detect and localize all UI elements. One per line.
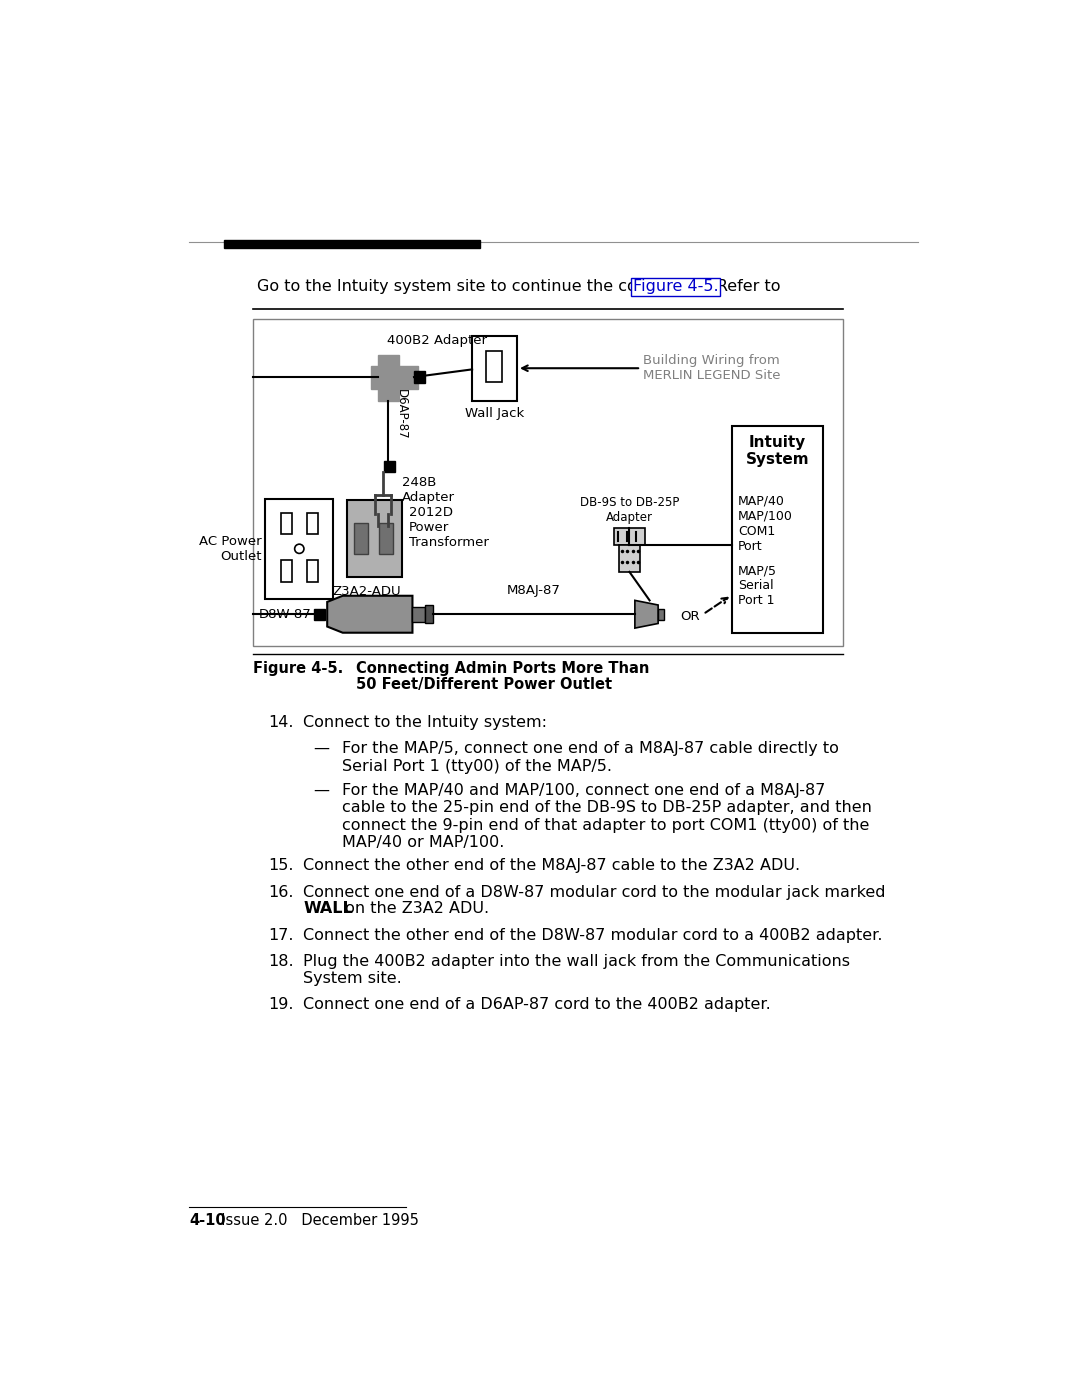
Text: OR: OR	[679, 610, 700, 623]
Bar	[354, 524, 368, 555]
Bar	[732, 426, 823, 633]
Text: Connect the other end of the D8W-87 modular cord to a 400B2 adapter.: Connect the other end of the D8W-87 modu…	[303, 928, 882, 943]
Polygon shape	[327, 595, 413, 633]
Bar	[281, 513, 292, 534]
Bar	[253, 319, 843, 645]
Text: 50 Feet/Different Power Outlet: 50 Feet/Different Power Outlet	[356, 676, 612, 692]
Bar	[613, 528, 645, 545]
Text: Connect to the Intuity system:: Connect to the Intuity system:	[303, 715, 548, 731]
Bar	[619, 545, 640, 571]
Text: 2012D
Power
Transformer: 2012D Power Transformer	[408, 507, 488, 549]
Text: Plug the 400B2 adapter into the wall jack from the Communications
System site.: Plug the 400B2 adapter into the wall jac…	[303, 954, 850, 986]
Bar	[266, 499, 334, 599]
Text: —: —	[313, 782, 329, 798]
Bar	[372, 366, 418, 390]
Text: Building Wiring from
MERLIN LEGEND Site: Building Wiring from MERLIN LEGEND Site	[644, 355, 781, 383]
Text: Connect one end of a D8W-87 modular cord to the modular jack marked: Connect one end of a D8W-87 modular cord…	[303, 884, 886, 900]
Bar	[281, 560, 292, 583]
Text: 16.: 16.	[268, 884, 294, 900]
Text: Connect one end of a D6AP-87 cord to the 400B2 adapter.: Connect one end of a D6AP-87 cord to the…	[303, 997, 771, 1011]
Bar	[307, 513, 318, 534]
Polygon shape	[635, 601, 658, 629]
Text: 4-10: 4-10	[189, 1214, 226, 1228]
Text: For the MAP/40 and MAP/100, connect one end of a M8AJ-87
cable to the 25-pin end: For the MAP/40 and MAP/100, connect one …	[342, 782, 872, 849]
Text: Go to the Intuity system site to continue the connection. Refer to: Go to the Intuity system site to continu…	[257, 279, 786, 295]
Text: Intuity
System: Intuity System	[745, 434, 809, 467]
Text: AC Power
Outlet: AC Power Outlet	[199, 535, 261, 563]
Text: MAP/5
Serial
Port 1: MAP/5 Serial Port 1	[738, 564, 777, 608]
Bar	[424, 605, 433, 623]
Bar	[414, 372, 424, 383]
Circle shape	[295, 545, 303, 553]
Bar	[413, 606, 424, 622]
Text: For the MAP/5, connect one end of a M8AJ-87 cable directly to
Serial Port 1 (tty: For the MAP/5, connect one end of a M8AJ…	[342, 742, 839, 774]
Text: Connecting Admin Ports More Than: Connecting Admin Ports More Than	[356, 661, 649, 676]
Text: Figure 4-5.: Figure 4-5.	[253, 661, 343, 676]
Text: 17.: 17.	[268, 928, 294, 943]
Text: 19.: 19.	[268, 997, 294, 1011]
Text: 14.: 14.	[268, 715, 294, 731]
Text: D6AP-87: D6AP-87	[394, 388, 407, 439]
Text: 400B2 Adapter: 400B2 Adapter	[387, 334, 487, 346]
Text: DB-9S to DB-25P
Adapter: DB-9S to DB-25P Adapter	[580, 496, 679, 524]
Bar	[347, 500, 403, 577]
Text: Z3A2-ADU: Z3A2-ADU	[333, 585, 401, 598]
Text: 248B
Adapter: 248B Adapter	[403, 475, 456, 504]
Text: 18.: 18.	[268, 954, 294, 968]
Text: Issue 2.0   December 1995: Issue 2.0 December 1995	[213, 1214, 419, 1228]
Text: on the Z3A2 ADU.: on the Z3A2 ADU.	[340, 901, 489, 916]
Bar	[307, 560, 318, 583]
Text: WALL: WALL	[303, 901, 353, 916]
Text: Figure 4-5.: Figure 4-5.	[633, 279, 718, 295]
Bar	[314, 609, 325, 620]
Bar	[379, 524, 393, 555]
Bar	[383, 461, 394, 472]
Text: D8W-87: D8W-87	[259, 608, 312, 620]
Bar	[225, 240, 480, 249]
Text: 15.: 15.	[268, 858, 294, 873]
Bar	[472, 335, 517, 401]
Text: Connect the other end of the M8AJ-87 cable to the Z3A2 ADU.: Connect the other end of the M8AJ-87 cab…	[303, 858, 800, 873]
Text: MAP/40
MAP/100
COM1
Port: MAP/40 MAP/100 COM1 Port	[738, 495, 793, 553]
Bar	[378, 355, 400, 401]
Text: M8AJ-87: M8AJ-87	[507, 584, 561, 598]
Bar	[658, 609, 664, 620]
Text: —: —	[313, 742, 329, 756]
Bar	[486, 351, 501, 381]
Text: Wall Jack: Wall Jack	[465, 407, 524, 420]
